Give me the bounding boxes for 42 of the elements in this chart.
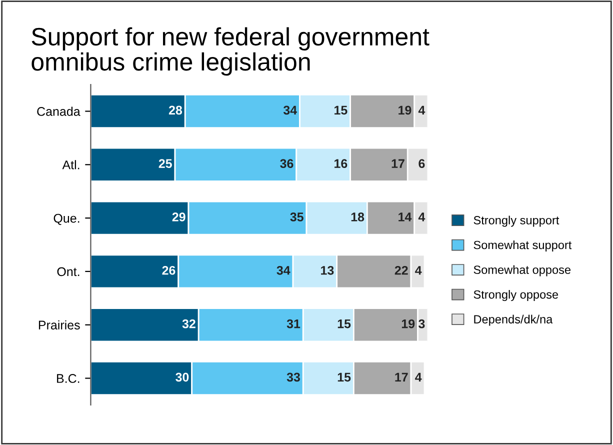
data-label: 6	[418, 159, 425, 168]
data-label: 29	[172, 212, 186, 222]
data-label: 35	[290, 212, 304, 222]
y-tick-label: Prairies	[38, 320, 80, 330]
data-label: 4	[418, 106, 426, 114]
legend-label: Strongly oppose	[474, 290, 558, 302]
data-label: 17	[392, 159, 404, 168]
legend-label: Depends/dk/na	[474, 314, 553, 326]
data-label: 16	[334, 159, 348, 168]
data-label: 14	[398, 212, 412, 222]
data-label: 13	[321, 266, 334, 275]
y-tick-label: Canada	[37, 106, 80, 116]
y-tick-label: Atl.	[62, 160, 80, 170]
data-label: 15	[338, 319, 351, 328]
data-label: 15	[334, 106, 348, 115]
data-label: 36	[280, 159, 294, 168]
data-label: 17	[395, 372, 408, 382]
data-label: 4	[415, 266, 422, 275]
y-tick-label: Que.	[54, 214, 80, 225]
data-label: 18	[351, 212, 364, 222]
data-label: 15	[338, 372, 351, 382]
data-label: 34	[276, 266, 290, 275]
data-label: 28	[168, 106, 182, 115]
legend-label: Somewhat support	[474, 240, 572, 252]
y-tick-label: B.C.	[57, 374, 80, 383]
data-label: 3	[418, 319, 425, 328]
data-label: 30	[176, 372, 189, 382]
data-label: 25	[158, 159, 172, 168]
data-label: 19	[402, 319, 415, 328]
y-tick-label: Ont.	[57, 267, 80, 276]
data-label: 34	[283, 106, 297, 115]
chart-title: Support for new federal government omnibus crime legislation	[32, 27, 430, 76]
data-label: 22	[394, 266, 408, 275]
data-label: 31	[286, 319, 300, 328]
data-label: 32	[182, 319, 196, 328]
data-label: 26	[162, 266, 176, 275]
data-label: 19	[398, 106, 412, 115]
data-label: 4	[415, 372, 422, 382]
legend-label: Strongly support	[474, 216, 560, 227]
legend-label: Somewhat oppose	[474, 265, 570, 276]
data-label: 4	[418, 212, 426, 222]
data-label: 33	[286, 372, 300, 382]
